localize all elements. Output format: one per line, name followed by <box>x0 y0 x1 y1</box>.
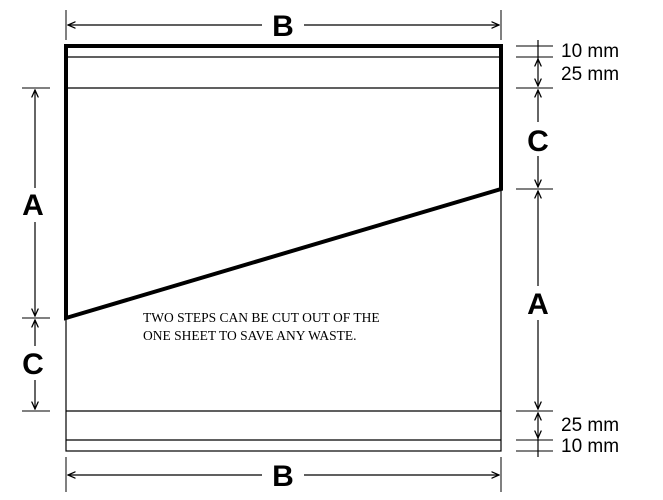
bottom-strip-1-label: 25 mm <box>561 415 619 436</box>
note-line-1: TWO STEPS CAN BE CUT OUT OF THE <box>143 310 380 325</box>
bottom-strip-2-label: 10 mm <box>561 436 619 457</box>
left-c-label: C <box>22 348 44 381</box>
left-a-label: A <box>22 189 44 222</box>
sheet-outline <box>65 45 502 452</box>
top-strip-2-label: 25 mm <box>561 64 619 85</box>
top-strip-1-label: 10 mm <box>561 41 619 62</box>
bottom-width-label: B <box>272 460 294 493</box>
top-width-label: B <box>272 10 294 43</box>
right-a-label: A <box>527 288 549 321</box>
note-line-2: ONE SHEET TO SAVE ANY WASTE. <box>143 328 357 343</box>
step-piece <box>64 44 503 321</box>
right-c-label: C <box>527 125 549 158</box>
